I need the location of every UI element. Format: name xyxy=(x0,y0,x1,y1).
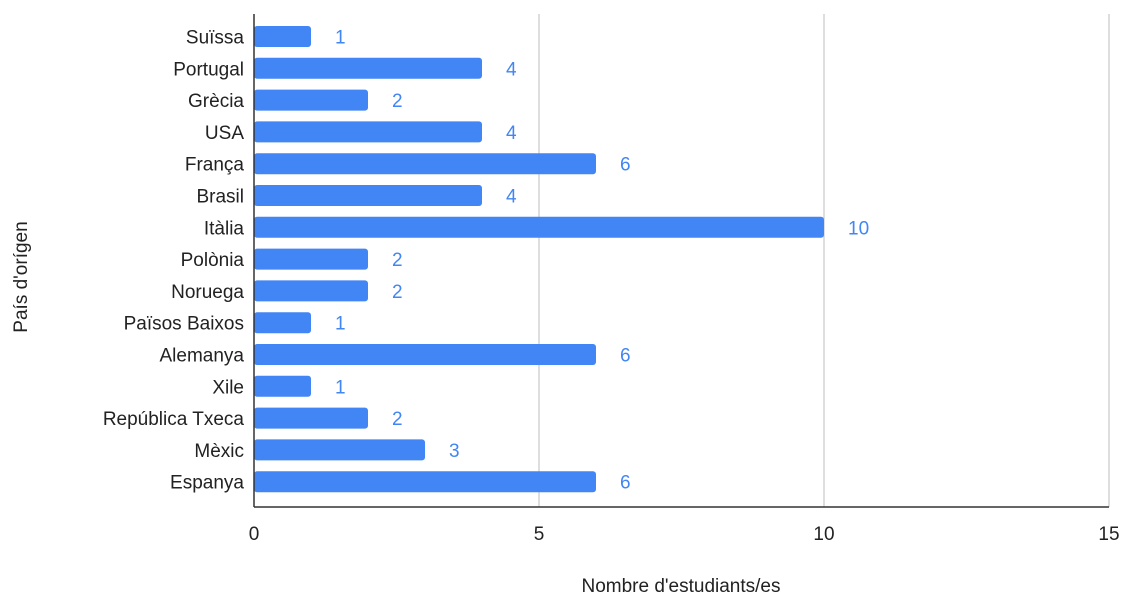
data-label: 4 xyxy=(506,59,517,80)
category-label: Xile xyxy=(212,377,244,398)
category-label: Grècia xyxy=(188,91,244,112)
bars xyxy=(254,26,824,493)
labels: 0 5 10 15 Suïssa 1 Portugal 4 Grècia 2 USA 4 França 6… xyxy=(103,28,1120,546)
bar xyxy=(254,216,824,238)
bar xyxy=(254,185,482,206)
data-label: 2 xyxy=(392,282,403,303)
bar xyxy=(254,121,482,143)
bar xyxy=(254,312,311,334)
category-label: Espanya xyxy=(170,473,244,494)
category-label: Mèxic xyxy=(194,441,244,462)
data-label: 3 xyxy=(449,441,460,462)
x-tick-label: 10 xyxy=(813,524,834,545)
data-label: 4 xyxy=(506,187,517,208)
bar xyxy=(254,248,368,270)
data-label: 6 xyxy=(620,473,631,494)
data-label: 2 xyxy=(392,409,403,430)
bar xyxy=(254,375,311,397)
bar xyxy=(254,280,368,302)
bar xyxy=(254,471,596,493)
bar xyxy=(254,57,482,79)
y-axis-title: País d'orígen xyxy=(11,221,32,332)
gridlines xyxy=(538,14,1110,507)
category-label: Portugal xyxy=(173,59,244,80)
bar xyxy=(254,407,368,429)
data-label: 6 xyxy=(620,346,631,367)
data-label: 1 xyxy=(335,314,346,335)
data-label: 2 xyxy=(392,91,403,112)
bar xyxy=(254,26,311,47)
data-label: 10 xyxy=(848,218,869,239)
category-label: Noruega xyxy=(171,282,244,303)
category-label: República Txeca xyxy=(103,409,245,430)
category-label: Brasil xyxy=(196,187,244,208)
category-label: Països Baixos xyxy=(124,314,244,335)
x-tick-label: 15 xyxy=(1098,524,1119,545)
category-label: Itàlia xyxy=(204,218,245,239)
x-tick-label: 0 xyxy=(249,524,260,545)
axes xyxy=(253,14,1109,508)
category-label: Alemanya xyxy=(160,346,245,367)
bar xyxy=(254,344,596,365)
category-label: USA xyxy=(205,123,244,144)
bar xyxy=(254,153,596,175)
bar xyxy=(254,89,368,111)
category-label: Suïssa xyxy=(186,28,245,49)
data-label: 2 xyxy=(392,250,403,271)
category-label: França xyxy=(185,155,245,176)
data-label: 1 xyxy=(335,377,346,398)
category-label: Polònia xyxy=(181,250,245,271)
data-label: 6 xyxy=(620,155,631,176)
bar xyxy=(254,439,425,461)
x-tick-label: 5 xyxy=(534,524,545,545)
x-axis-title: Nombre d'estudiants/es xyxy=(581,576,780,597)
data-label: 1 xyxy=(335,28,346,49)
data-label: 4 xyxy=(506,123,517,144)
